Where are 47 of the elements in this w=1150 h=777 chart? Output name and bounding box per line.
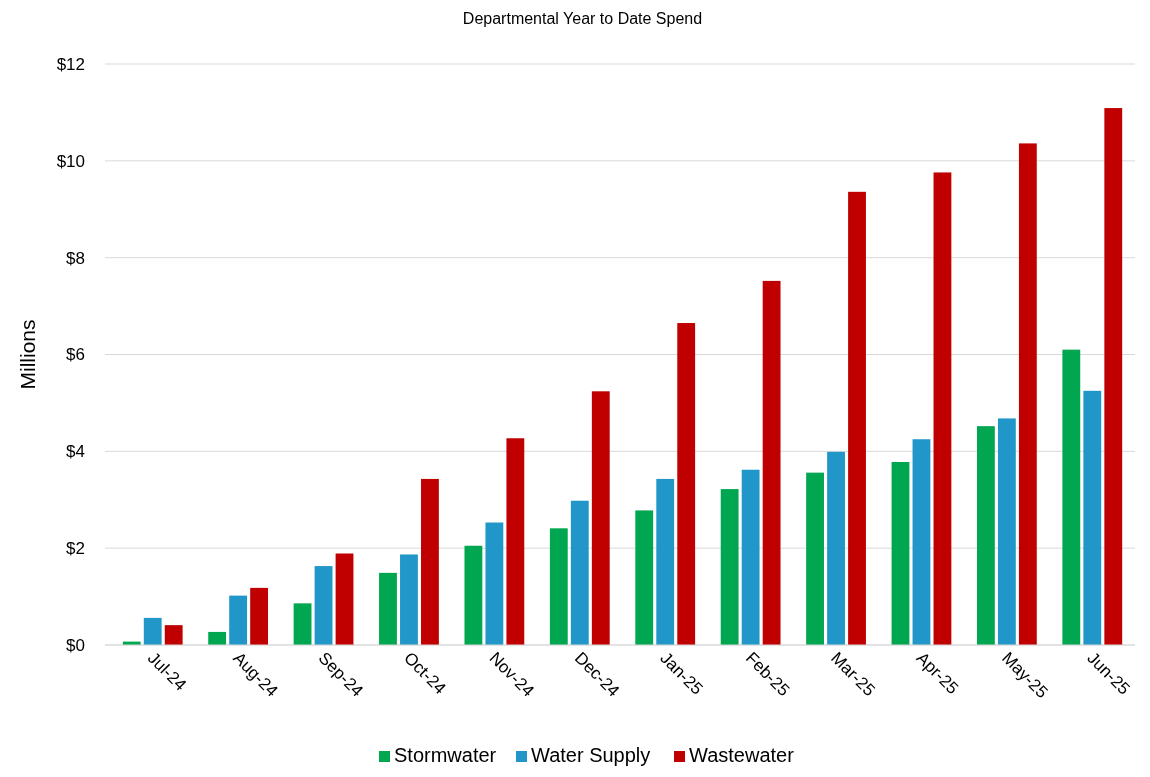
bar [656,478,675,645]
bar [1018,143,1037,645]
y-tick-label: $6 [66,345,85,365]
bar [464,545,483,645]
bar [997,418,1016,645]
chart-title: Departmental Year to Date Spend [462,10,703,27]
bar [848,191,866,645]
bar [1104,108,1123,645]
y-tick-label: $0 [66,635,85,655]
y-tick-label: $10 [56,151,85,171]
bar [229,595,248,645]
y-tick-label: $4 [66,442,85,462]
bar [1062,349,1081,645]
bar [1083,390,1102,645]
bar [912,439,931,645]
bar [143,617,162,645]
legend-label: Wastewater [689,744,795,766]
legend-label: Stormwater [394,744,497,766]
legend-label: Water Supply [531,744,651,766]
bar [314,566,333,645]
bar [379,572,397,645]
bar [677,323,696,645]
bar [400,554,418,645]
bar [485,522,504,645]
bar [293,603,312,645]
bar [335,553,354,645]
bar [421,478,439,645]
bar [549,528,568,645]
bar [635,510,654,645]
bar [591,391,610,645]
bar [720,489,739,645]
bar [741,469,760,645]
bar [506,438,525,645]
bar [762,280,781,645]
bar [827,451,845,645]
bar [208,631,227,645]
y-axis-title: Millions [16,319,39,390]
y-tick-label: $12 [56,54,85,74]
bar [976,426,995,645]
bar [933,172,952,645]
y-tick-label: $8 [66,248,85,268]
y-tick-label: $2 [66,539,85,559]
bar [250,587,269,645]
bar [806,472,824,645]
bar [570,500,589,645]
bar [891,461,910,645]
bar [164,625,183,645]
